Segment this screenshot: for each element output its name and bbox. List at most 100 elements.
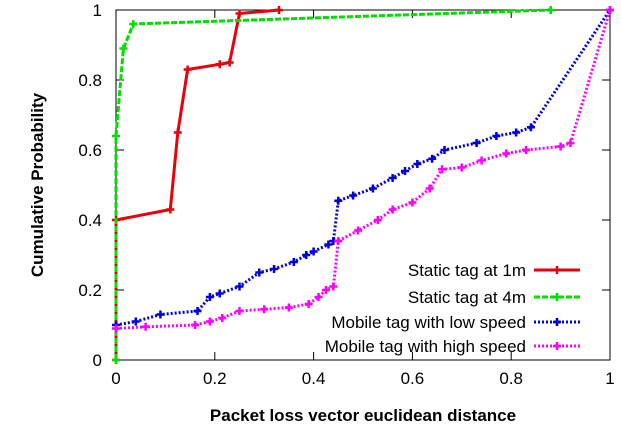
series-3 [112,6,614,329]
y-tick-label: 0.2 [78,281,102,300]
data-point [270,265,279,273]
legend-label: Mobile tag with low speed [331,313,526,332]
data-point [329,282,338,291]
legend-item: Static tag at 4m [408,288,580,307]
y-tick-label: 0.4 [78,211,102,230]
data-point [112,356,120,364]
legend-label: Static tag at 4m [408,288,526,307]
data-point [205,293,214,301]
data-point [526,123,535,132]
legend: Static tag at 1m Static tag at 4m Mobile t… [325,261,580,356]
data-point [556,142,565,151]
data-point [522,146,531,154]
data-point [235,282,244,291]
legend-marker [553,318,561,326]
data-point [205,317,214,326]
data-point [289,258,298,266]
data-point [119,44,128,53]
data-point [334,196,343,205]
plot-area [115,9,611,361]
series-4 [112,6,614,333]
series-layer [112,6,614,364]
data-point [440,146,449,154]
data-point [400,167,409,175]
data-point [324,240,333,249]
legend-marker [553,266,561,274]
y-tick-label: 0.8 [78,71,102,90]
data-point [502,149,511,158]
x-tick-label: 1 [605,369,614,388]
data-point [334,237,343,245]
data-point [457,163,466,172]
data-point [349,191,358,200]
legend-item: Mobile tag with low speed [331,313,580,332]
data-point [302,251,311,259]
data-point [368,184,377,193]
series-line [115,9,612,327]
data-point [191,321,200,329]
data-point [606,6,614,14]
y-tick-label: 1 [93,1,102,20]
data-point [546,6,555,14]
data-point [304,300,313,308]
data-point [112,324,120,333]
x-tick-label: 0.8 [499,369,523,388]
data-point [166,205,175,214]
data-point [321,286,330,294]
data-point [388,174,397,182]
data-point [225,58,234,67]
data-point [408,198,417,207]
data-point [156,310,165,319]
data-point [373,216,382,224]
data-point [566,139,575,147]
data-point [275,6,284,14]
plot-frame [115,9,611,361]
y-axis-title: Cumulative Probability [28,92,47,277]
data-point [255,268,264,277]
data-point [183,65,192,74]
data-point [477,156,486,165]
data-point [492,132,501,140]
legend-item: Mobile tag with high speed [325,337,580,356]
y-tick-label: 0 [93,351,102,370]
y-tick-label: 0.6 [78,141,102,160]
data-point [215,289,224,298]
x-tick-label: 0.2 [203,369,227,388]
legend-label: Static tag at 1m [408,261,526,280]
data-point [438,165,447,174]
legend-marker [553,342,561,350]
data-point [428,154,437,163]
data-point [314,293,323,301]
data-point [260,305,269,314]
x-tick-label: 0 [111,369,120,388]
data-point [388,205,397,214]
data-point [354,226,363,235]
series-2 [112,6,555,364]
data-point [218,314,227,322]
data-point [512,128,521,137]
data-point [425,184,434,193]
legend-label: Mobile tag with high speed [325,337,526,356]
x-tick-label: 0.4 [302,369,326,388]
data-point [235,9,244,18]
data-point [472,139,481,147]
data-point [309,247,318,256]
data-point [193,307,202,315]
data-point [131,317,140,326]
data-point [129,20,138,28]
data-point [112,132,120,140]
legend-marker [553,293,561,301]
data-point [284,303,293,312]
data-point [215,60,224,69]
legend-item: Static tag at 1m [408,261,580,280]
axis-ticks [115,9,611,361]
data-point [413,160,422,168]
x-axis-title: Packet loss vector euclidean distance [210,406,516,425]
series-line [115,9,612,330]
data-point [235,307,244,315]
series-line [114,8,551,360]
x-tick-label: 0.6 [401,369,425,388]
data-point [141,322,150,331]
data-point [173,128,182,137]
